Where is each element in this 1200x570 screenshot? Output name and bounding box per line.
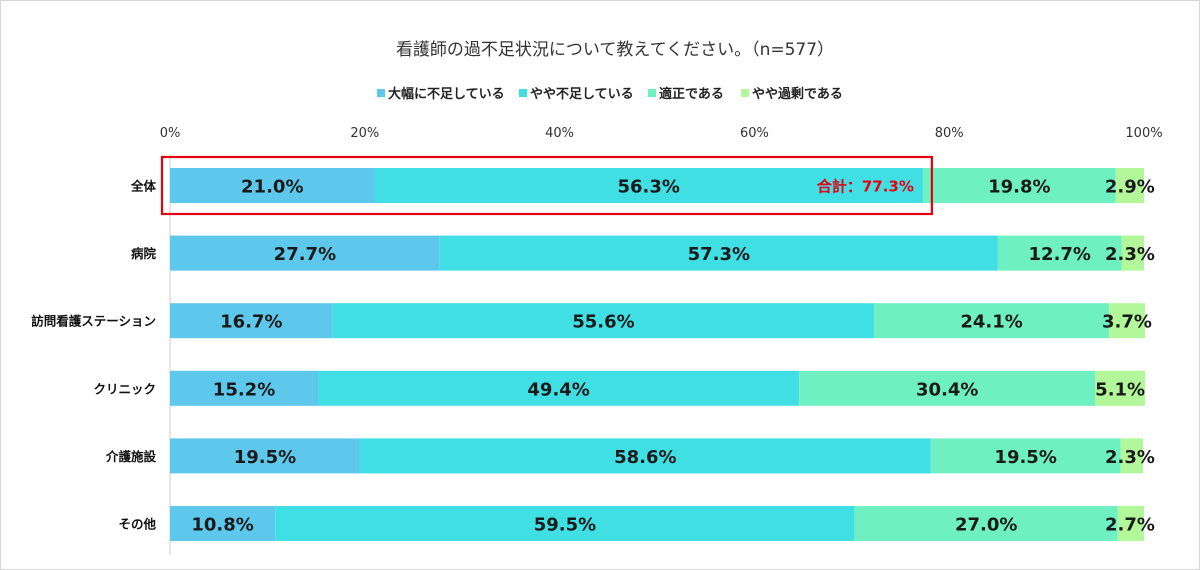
chart-title: 看護師の過不足状況について教えてください。（n=577）: [396, 40, 834, 60]
bar-segment-4-0: [170, 438, 360, 474]
value-label-3-1: 49.4%: [527, 379, 589, 400]
annotation-text: 合計：77.3%: [816, 178, 914, 196]
legend-item-3: やや過剰である: [741, 86, 843, 102]
bar-segment-3-0: [170, 370, 319, 406]
legend-swatch-2: [648, 89, 656, 97]
value-label-4-1: 58.6%: [614, 447, 676, 468]
value-label-0-2: 19.8%: [988, 177, 1050, 198]
bar-segment-1-0: [170, 235, 440, 271]
x-tick-4: 80%: [935, 126, 964, 141]
bar-segment-3-2: [799, 370, 1096, 406]
category-label-4: 介護施設: [105, 449, 157, 464]
bar-segment-4-2: [930, 438, 1121, 474]
value-label-4-0: 19.5%: [234, 447, 296, 468]
value-label-3-3: 5.1%: [1095, 379, 1145, 400]
legend-item-1: やや不足している: [519, 87, 634, 102]
value-label-0-0: 21.0%: [241, 177, 303, 198]
bar-segment-1-2: [997, 235, 1122, 271]
value-label-5-0: 10.8%: [191, 515, 253, 536]
bar-row-5: 10.8% 59.5% 27.0% 2.7%: [170, 506, 1155, 541]
legend-swatch-1: [519, 89, 527, 97]
category-label-5: その他: [118, 517, 156, 532]
bar-segment-0-3: [1115, 168, 1144, 203]
bar-segment-2-1: [332, 303, 875, 339]
bar-segment-0-2: [922, 168, 1116, 203]
value-label-2-0: 16.7%: [220, 312, 282, 333]
x-tick-0: 0%: [160, 126, 181, 141]
value-label-5-2: 27.0%: [955, 515, 1017, 536]
x-tick-1: 20%: [350, 126, 379, 141]
value-label-2-3: 3.7%: [1102, 312, 1152, 333]
bar-segment-5-2: [854, 506, 1118, 541]
bar-segment-1-1: [439, 235, 998, 271]
value-label-1-1: 57.3%: [688, 244, 750, 265]
value-label-3-2: 30.4%: [916, 379, 978, 400]
annotation-box: [160, 155, 934, 216]
value-label-3-0: 15.2%: [213, 379, 275, 400]
value-label-2-2: 24.1%: [960, 312, 1022, 333]
bar-segment-5-3: [1117, 506, 1144, 541]
value-label-2-1: 55.6%: [572, 312, 634, 333]
legend-item-0: 大幅に不足している: [377, 86, 505, 102]
bar-row-4: 19.5% 58.6% 19.5% 2.3%: [170, 438, 1155, 474]
value-label-0-3: 2.9%: [1105, 177, 1155, 198]
value-label-1-0: 27.7%: [274, 244, 336, 265]
value-label-1-2: 12.7%: [1029, 244, 1091, 265]
bar-segment-2-3: [1108, 303, 1145, 339]
bar-segment-3-1: [318, 370, 800, 406]
x-tick-2: 40%: [545, 126, 574, 141]
bars: 21.0% 56.3% 19.8% 2.9% 27.7% 57.3% 12.7% 2.3% 16…: [170, 168, 1155, 541]
legend-label-2: 適正である: [659, 86, 724, 102]
bar-row-1: 27.7% 57.3% 12.7% 2.3%: [170, 235, 1155, 271]
x-axis-ticks: 0% 20% 40% 60% 80% 100%: [160, 126, 1163, 141]
value-label-5-3: 2.7%: [1105, 515, 1155, 536]
value-label-1-3: 2.3%: [1105, 244, 1155, 265]
bar-segment-4-1: [359, 438, 931, 474]
legend: 大幅に不足している やや不足している 適正である やや過剰である: [377, 86, 843, 102]
legend-swatch-3: [741, 89, 749, 97]
annotation: 合計：77.3%: [160, 155, 934, 216]
bar-segment-4-3: [1120, 438, 1144, 474]
legend-label-0: 大幅に不足している: [388, 86, 505, 102]
bar-segment-0-1: [374, 168, 923, 203]
bar-row-0: 21.0% 56.3% 19.8% 2.9%: [170, 168, 1155, 203]
bar-segment-2-2: [874, 303, 1109, 339]
legend-label-1: やや不足している: [530, 87, 634, 102]
x-tick-3: 60%: [740, 126, 769, 141]
value-label-4-2: 19.5%: [994, 447, 1056, 468]
value-label-0-1: 56.3%: [617, 177, 679, 198]
bar-segment-5-1: [275, 506, 855, 541]
bar-segment-1-3: [1121, 235, 1144, 271]
legend-swatch-0: [377, 89, 385, 97]
legend-item-2: 適正である: [648, 86, 724, 102]
bar-segment-5-0: [170, 506, 276, 541]
bar-segment-2-0: [170, 303, 333, 339]
category-label-1: 病院: [131, 246, 157, 261]
x-tick-5: 100%: [1125, 126, 1162, 141]
bar-row-3: 15.2% 49.4% 30.4% 5.1%: [170, 370, 1145, 406]
bar-segment-0-0: [170, 168, 375, 203]
legend-label-3: やや過剰である: [752, 86, 843, 102]
value-label-4-3: 2.3%: [1105, 447, 1155, 468]
bar-segment-3-3: [1095, 370, 1145, 406]
value-label-5-1: 59.5%: [534, 515, 596, 536]
category-label-3: クリニック: [93, 381, 156, 396]
category-label-2: 訪問看護ステーション: [31, 314, 156, 329]
category-label-0: 全体: [130, 179, 157, 194]
bar-row-2: 16.7% 55.6% 24.1% 3.7%: [170, 303, 1152, 339]
